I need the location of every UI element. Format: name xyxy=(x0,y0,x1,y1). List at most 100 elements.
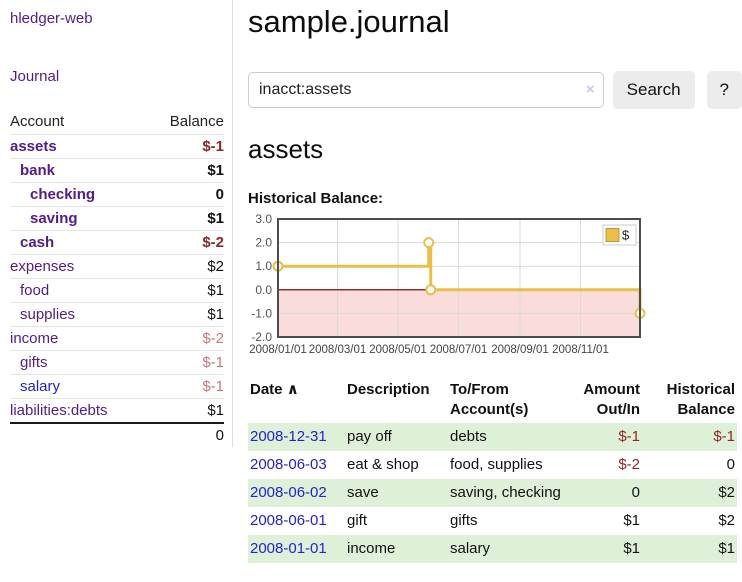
account-link[interactable]: assets xyxy=(10,138,57,155)
transaction-amount: 0 xyxy=(631,484,640,501)
sidebar: hledger-web Journal Account Balance asse… xyxy=(0,0,233,447)
account-row: saving $1 xyxy=(10,206,224,231)
x-tick-label: 2008/05/01 xyxy=(369,344,427,356)
search-button[interactable]: Search xyxy=(612,71,695,109)
brand-link-text[interactable]: hledger-web xyxy=(10,10,93,27)
transaction-date-link[interactable]: 2008-12-31 xyxy=(250,428,327,445)
sort-ascending-icon: ∧ xyxy=(286,381,299,398)
transaction-balance: 0 xyxy=(726,456,735,473)
nav-journal-link[interactable]: Journal xyxy=(10,68,60,85)
account-row: salary $-1 xyxy=(10,374,224,399)
transaction-date-link[interactable]: 2008-06-02 xyxy=(250,484,327,501)
account-link[interactable]: food xyxy=(20,282,50,299)
account-balance: $-1 xyxy=(147,350,224,375)
register-row: 2008-06-03 eat & shop food, supplies $-2 0 xyxy=(248,451,737,479)
transaction-accounts: food, supplies xyxy=(450,456,543,473)
chart-title: Historical Balance: xyxy=(248,190,384,207)
data-point-marker xyxy=(425,284,437,296)
col-header-date[interactable]: Date ∧ xyxy=(248,378,345,423)
transaction-accounts: debts xyxy=(450,428,487,445)
transaction-balance: $-1 xyxy=(713,428,735,445)
y-tick-label: -1.0 xyxy=(251,306,272,320)
account-row: cash $-2 xyxy=(10,230,224,255)
help-button[interactable]: ? xyxy=(706,71,742,109)
register-header-row: Date ∧ Description To/From Account(s) Am… xyxy=(248,378,737,423)
account-balance: $1 xyxy=(147,158,224,183)
register-row: 2008-01-01 income salary $1 $1 xyxy=(248,535,737,563)
account-row: liabilities:debts $1 xyxy=(10,398,224,423)
account-balance: $-2 xyxy=(147,326,224,351)
col-header-accounts: To/From Account(s) xyxy=(450,381,529,418)
legend-label: $ xyxy=(622,228,630,243)
accounts-total-value: 0 xyxy=(10,422,224,447)
accounts-tbody: assets $-1 bank $1 checking 0 saving $1 cash $-2 e… xyxy=(10,134,224,423)
transaction-date-link[interactable]: 2008-06-03 xyxy=(250,456,327,473)
page-title: sample.journal xyxy=(248,4,450,39)
balance-chart: $3.0 2.0 1.0 0.0 -1.0 -2.0 2008/01/01 2008/03/0… xyxy=(248,212,742,358)
search-input[interactable] xyxy=(248,72,604,108)
nav-journal[interactable]: Journal xyxy=(10,68,224,85)
col-header-date-label: Date xyxy=(250,381,283,398)
account-link[interactable]: salary xyxy=(20,378,61,395)
account-balance: $1 xyxy=(147,398,224,423)
account-balance: $1 xyxy=(147,302,224,327)
account-balance: $2 xyxy=(147,254,224,279)
col-header-description: Description xyxy=(347,381,430,398)
transaction-balance: $1 xyxy=(718,540,735,557)
account-row: expenses $2 xyxy=(10,254,224,279)
account-link[interactable]: expenses xyxy=(10,258,75,275)
transaction-amount: $1 xyxy=(623,512,640,529)
transaction-description: eat & shop xyxy=(347,456,419,473)
account-link[interactable]: bank xyxy=(20,162,56,179)
brand-link[interactable]: hledger-web xyxy=(10,10,224,27)
search-row: × Search ? xyxy=(248,71,742,109)
accounts-total-row: 0 xyxy=(10,422,224,447)
x-tick-label: 2008/01/01 xyxy=(249,344,307,356)
y-tick-label: 1.0 xyxy=(255,259,272,273)
transaction-amount: $1 xyxy=(623,540,640,557)
account-balance: $-1 xyxy=(147,134,224,159)
transaction-description: income xyxy=(347,540,396,557)
y-tick-label: -2.0 xyxy=(251,330,272,344)
register-tbody: 2008-12-31 pay off debts $-1 $-1 2008-06-03 ea… xyxy=(248,423,737,563)
account-link[interactable]: checking xyxy=(30,186,96,203)
x-tick-label: 2008/03/01 xyxy=(309,344,367,356)
account-link[interactable]: income xyxy=(10,330,59,347)
account-link[interactable]: saving xyxy=(30,210,78,227)
account-link[interactable]: supplies xyxy=(20,306,76,323)
account-balance: $1 xyxy=(147,206,224,231)
chart-border xyxy=(277,218,641,338)
account-balance: $-2 xyxy=(147,230,224,255)
accounts-header-row: Account Balance xyxy=(10,110,224,135)
account-link[interactable]: gifts xyxy=(20,354,48,371)
transaction-accounts: gifts xyxy=(450,512,478,529)
register-row: 2008-06-02 save saving, checking 0 $2 xyxy=(248,479,737,507)
account-row: assets $-1 xyxy=(10,134,224,159)
transaction-description: save xyxy=(347,484,379,501)
clear-search-icon[interactable]: × xyxy=(585,81,595,98)
y-tick-label: 3.0 xyxy=(255,212,272,226)
account-row: bank $1 xyxy=(10,158,224,183)
register-row: 2008-12-31 pay off debts $-1 $-1 xyxy=(248,423,737,451)
x-tick-label: 2008/07/01 xyxy=(430,344,488,356)
transaction-date-link[interactable]: 2008-01-01 xyxy=(250,540,327,557)
transaction-amount: $-2 xyxy=(618,456,640,473)
account-row: income $-2 xyxy=(10,326,224,351)
x-tick-label: 2008/11/01 xyxy=(552,344,609,356)
account-row: gifts $-1 xyxy=(10,350,224,375)
x-tick-label: 2008/09/01 xyxy=(491,344,549,356)
legend-swatch-icon xyxy=(605,228,620,242)
account-link[interactable]: cash xyxy=(20,234,55,251)
col-header-amount: Amount Out/In xyxy=(583,381,640,418)
transaction-accounts: salary xyxy=(450,540,491,557)
account-heading: assets xyxy=(248,134,324,164)
register-row: 2008-06-01 gift gifts $1 $2 xyxy=(248,507,737,535)
transaction-date-link[interactable]: 2008-06-01 xyxy=(250,512,327,529)
col-header-balance: Historical Balance xyxy=(666,381,735,418)
accounts-table: Account Balance assets $-1 bank $1 checking 0… xyxy=(10,110,224,447)
transaction-amount: $-1 xyxy=(618,428,640,445)
account-link[interactable]: liabilities:debts xyxy=(10,402,108,419)
transaction-description: gift xyxy=(347,512,368,529)
account-balance: $1 xyxy=(147,278,224,303)
